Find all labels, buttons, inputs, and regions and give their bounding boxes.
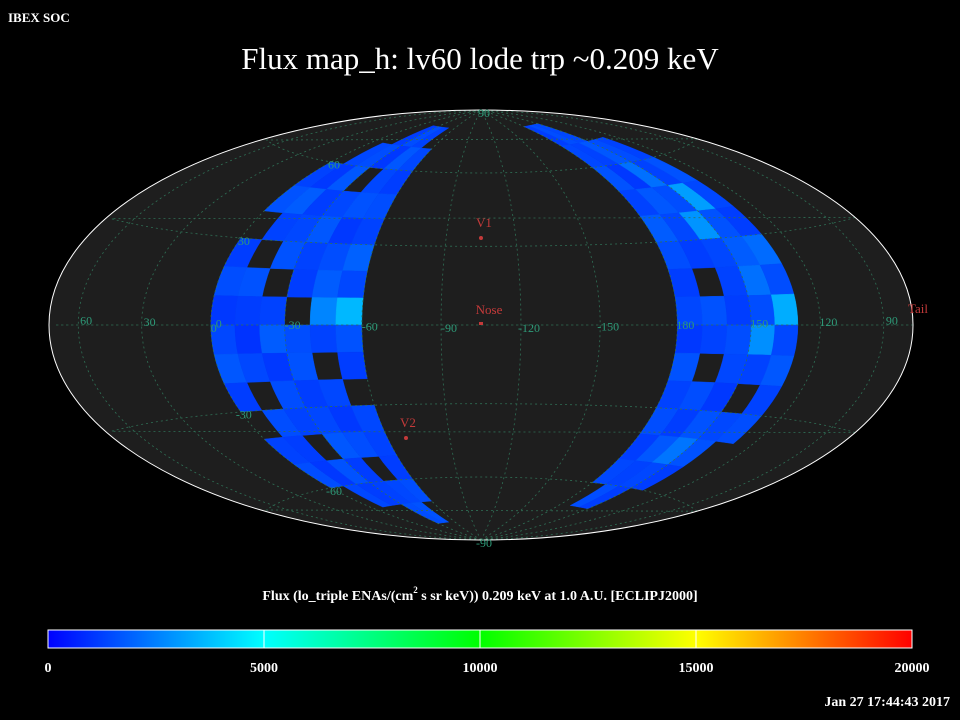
marker-dot [479, 322, 483, 325]
marker-label: Nose [476, 302, 503, 317]
flux-cell [335, 324, 364, 353]
meridian [480, 109, 522, 541]
parallel [111, 217, 856, 247]
lon-label: -30 [285, 318, 301, 332]
lon-label: 30 [144, 315, 156, 329]
label-part: Flux (lo_triple ENAs/(cm [262, 589, 413, 604]
marker-dot [479, 236, 483, 240]
graticule [54, 109, 913, 541]
lon-label: 120 [819, 315, 837, 329]
flux-cell [337, 351, 368, 380]
lat-label: -30 [236, 408, 252, 422]
flux-cell [723, 324, 752, 355]
colorbar-ticks: 0 5000 10000 15000 20000 [45, 630, 930, 676]
colorbar-tick-label: 10000 [463, 661, 498, 676]
parallel [265, 138, 698, 174]
lat-label: 30 [238, 234, 250, 248]
lat-label: 60 [328, 158, 340, 172]
graticule-labels: 60 30 0 -30 -60 -90 -120 -150 180 150 120 90 90 60 30 0… [80, 106, 898, 550]
lon-label: 0 [216, 316, 222, 330]
label-part: s sr keV)) 0.209 keV at 1.0 A.U. [ECLIPJ… [418, 589, 698, 604]
timestamp: Jan 27 17:44:43 2017 [824, 695, 950, 710]
flux-cell [335, 297, 364, 326]
colorbar-label: Flux (lo_triple ENAs/(cm2 s sr keV)) 0.2… [262, 585, 697, 604]
flux-cell [410, 501, 450, 523]
flux-cell [309, 297, 338, 326]
flux-cell [723, 295, 752, 326]
lat-label: -90 [476, 536, 492, 550]
title: Flux map_h: lv60 lode trp ~0.209 keV [241, 41, 719, 76]
flux-cell [234, 295, 263, 326]
flux-cell [234, 324, 263, 355]
lon-label: -150 [597, 319, 619, 333]
lon-label: 60 [80, 314, 92, 328]
lon-label: -60 [362, 319, 378, 333]
colorbar-tick-label: 15000 [679, 661, 714, 676]
lon-label: 90 [886, 314, 898, 328]
label-part: 2 [413, 585, 418, 595]
flux-cell [259, 324, 288, 354]
header-label: IBEX SOC [8, 10, 70, 25]
flux-cell [397, 478, 433, 503]
flux-cell [259, 296, 288, 326]
flux-cell [630, 464, 684, 491]
meridian [210, 109, 482, 541]
flux-cell [337, 270, 368, 299]
colorbar-tick-label: 0 [45, 661, 52, 676]
parallel [265, 476, 698, 512]
colorbar-tick-label: 5000 [250, 661, 278, 676]
marker-label: V2 [400, 415, 416, 430]
flux-cell [309, 324, 338, 353]
flux-cell [699, 295, 728, 326]
lon-label: 150 [750, 316, 768, 330]
lat-label: -60 [326, 484, 342, 498]
colorbar-tick-label: 20000 [895, 661, 930, 676]
lon-label: -120 [518, 321, 540, 335]
lat-label: 90 [478, 106, 490, 120]
lat-label: 0 [211, 321, 217, 335]
lon-label: 180 [676, 318, 694, 332]
meridian [284, 109, 482, 541]
parallel [111, 403, 856, 433]
map-outline [48, 109, 914, 541]
meridian [77, 109, 482, 541]
marker-dot [404, 436, 408, 440]
marker-label: V1 [476, 215, 492, 230]
flux-cell [770, 293, 799, 326]
lon-label: -90 [441, 321, 457, 335]
marker-label: Tail [908, 301, 928, 316]
flux-cells [210, 123, 799, 524]
flux-cell [699, 324, 728, 355]
flux-cell [770, 324, 799, 357]
